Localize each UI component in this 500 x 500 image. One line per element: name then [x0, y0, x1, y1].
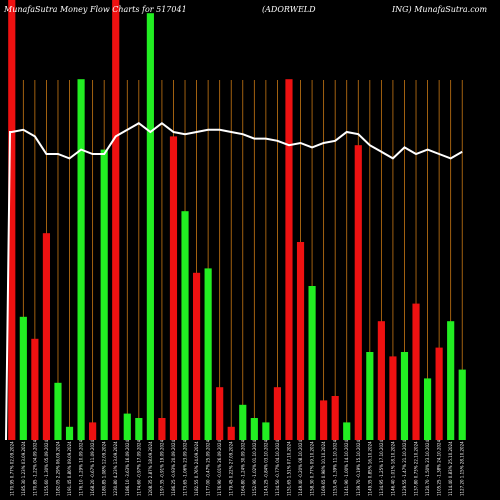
- x-tick-labels: 1170.95 0.77% 02.09.2024 1185.30 1.23% 03…: [9, 439, 464, 496]
- x-tick-label: 1191.45 0.80% 09.09.2024: [67, 441, 72, 496]
- x-tick-label: 1180.85 1.08% 12.09.2024: [102, 441, 107, 496]
- bar: [158, 418, 166, 440]
- x-tick-label: 1197.35 -0.91% 19.09.2024: [159, 439, 164, 496]
- bar: [216, 387, 224, 440]
- x-tick-label: 1153.45 -1.39% 11.10.2024: [333, 439, 338, 496]
- bar: [123, 413, 131, 440]
- x-tick-label: 1170.85 -1.22% 04.09.2024: [32, 439, 37, 496]
- bar: [239, 404, 247, 440]
- x-tick-label: 1164.80 -1.24% 30.09.2024: [240, 439, 245, 496]
- bar: [458, 369, 466, 440]
- bar: [146, 13, 154, 440]
- bar: [192, 272, 201, 440]
- x-tick-label: 1230.80 4.23% 13.09.2024: [113, 441, 118, 496]
- bar: [262, 422, 270, 440]
- x-tick-label: 1182.55 0.76% 24.09.2024: [194, 441, 199, 496]
- bar: [89, 422, 97, 440]
- x-tick-label: 1170.95 0.77% 02.09.2024: [9, 441, 14, 496]
- x-tick-label: 1174.60 -0.97% 17.09.2024: [136, 439, 141, 496]
- x-tick-label: 1186.10 -3.63% 16.09.2024: [125, 439, 130, 496]
- x-tick-label: 1176.10 -1.29% 10.09.2024: [79, 439, 84, 496]
- bar: [65, 426, 74, 440]
- bar: [54, 382, 62, 440]
- bar: [285, 79, 293, 440]
- x-tick-label: 1129.55 -1.47% 21.10.2024: [402, 439, 407, 496]
- bar: [354, 145, 362, 440]
- bar: [343, 422, 351, 440]
- bar: [250, 418, 258, 440]
- x-tick-label: 1120.70 -1.50% 23.10.2024: [425, 439, 430, 496]
- x-tick-label: 1158.30 0.77% 09.10.2024: [310, 441, 315, 496]
- x-tick-label: 1149.35 0.85% 16.10.2024: [367, 441, 372, 496]
- bar: [412, 303, 420, 440]
- chart-title-site: ING) MunafaSutra.com: [391, 5, 487, 14]
- bar: [435, 347, 443, 440]
- bar: [42, 233, 51, 440]
- bar: [273, 387, 282, 440]
- bar: [308, 286, 316, 440]
- bar: [423, 378, 432, 440]
- bar: [204, 268, 212, 440]
- chart-title-ticker: (ADORWELD: [262, 5, 316, 14]
- bar: [447, 321, 455, 440]
- bar: [31, 338, 39, 440]
- x-tick-label: 1149.40 -0.20% 08.10.2024: [298, 439, 303, 496]
- bar: [112, 0, 120, 440]
- bar: [320, 400, 328, 440]
- x-tick-label: 1179.45 0.22% 27.09.2024: [229, 441, 234, 496]
- bar: [135, 418, 143, 440]
- money-flow-line: [5, 121, 463, 441]
- x-tick-label: 1176.90 -0.01% 26.09.2024: [217, 439, 222, 496]
- x-tick-label: 1173.65 -1.06% 23.09.2024: [183, 439, 188, 496]
- x-tick-label: 1137.80 0.73% 22.10.2024: [414, 441, 419, 496]
- bar: [169, 136, 178, 440]
- x-tick-label: 1105.25 -1.38% 24.10.2024: [437, 439, 442, 496]
- x-tick-label: 1182.05 2.29% 06.09.2024: [56, 441, 61, 496]
- bar: [389, 356, 397, 440]
- x-tick-label: 1134.50 -0.77% 04.10.2024: [275, 439, 280, 496]
- x-tick-label: 1152.90 -1.02% 01.10.2024: [252, 439, 257, 496]
- bars: [8, 0, 466, 440]
- x-tick-label: 1168.20 -0.67% 11.09.2024: [90, 439, 95, 496]
- x-tick-label: 1146.40 1.01% 18.10.2024: [390, 441, 395, 496]
- bar: [19, 316, 27, 440]
- bar: [296, 242, 305, 440]
- x-tick-label: 1155.60 -1.30% 05.09.2024: [44, 439, 49, 496]
- bar: [331, 396, 339, 440]
- bar: [400, 352, 409, 440]
- x-tick-label: 1134.95 -1.25% 17.10.2024: [379, 439, 384, 496]
- bar: [100, 149, 108, 440]
- bar: [77, 79, 85, 440]
- x-tick-label: 1185.30 1.23% 03.09.2024: [21, 441, 26, 496]
- x-tick-label: 1141.90 -1.00% 14.10.2024: [344, 439, 349, 496]
- bar: [181, 211, 189, 440]
- x-tick-label: 1139.70 -0.19% 15.10.2024: [356, 439, 361, 496]
- x-tick-label: 1208.35 2.87% 18.09.2024: [148, 441, 153, 496]
- x-tick-label: 1127.20 1.15% 28.10.2024: [460, 441, 465, 496]
- bar: [377, 321, 385, 440]
- bar: [227, 426, 235, 440]
- bar: [8, 0, 16, 440]
- x-tick-label: 1186.25 -0.93% 20.09.2024: [171, 439, 176, 496]
- chart-title: MunafaSutra Money Flow Charts for 517041: [3, 5, 187, 14]
- x-tick-label: 1114.40 0.83% 25.10.2024: [448, 441, 453, 496]
- x-tick-label: 1143.25 -0.84% 03.10.2024: [263, 439, 268, 496]
- bar: [366, 352, 374, 440]
- x-tick-label: 1177.00 -0.47% 25.09.2024: [206, 439, 211, 496]
- x-tick-label: 1169.65 0.98% 10.10.2024: [321, 441, 326, 496]
- x-tick-label: 1151.65 1.51% 07.10.2024: [287, 441, 292, 496]
